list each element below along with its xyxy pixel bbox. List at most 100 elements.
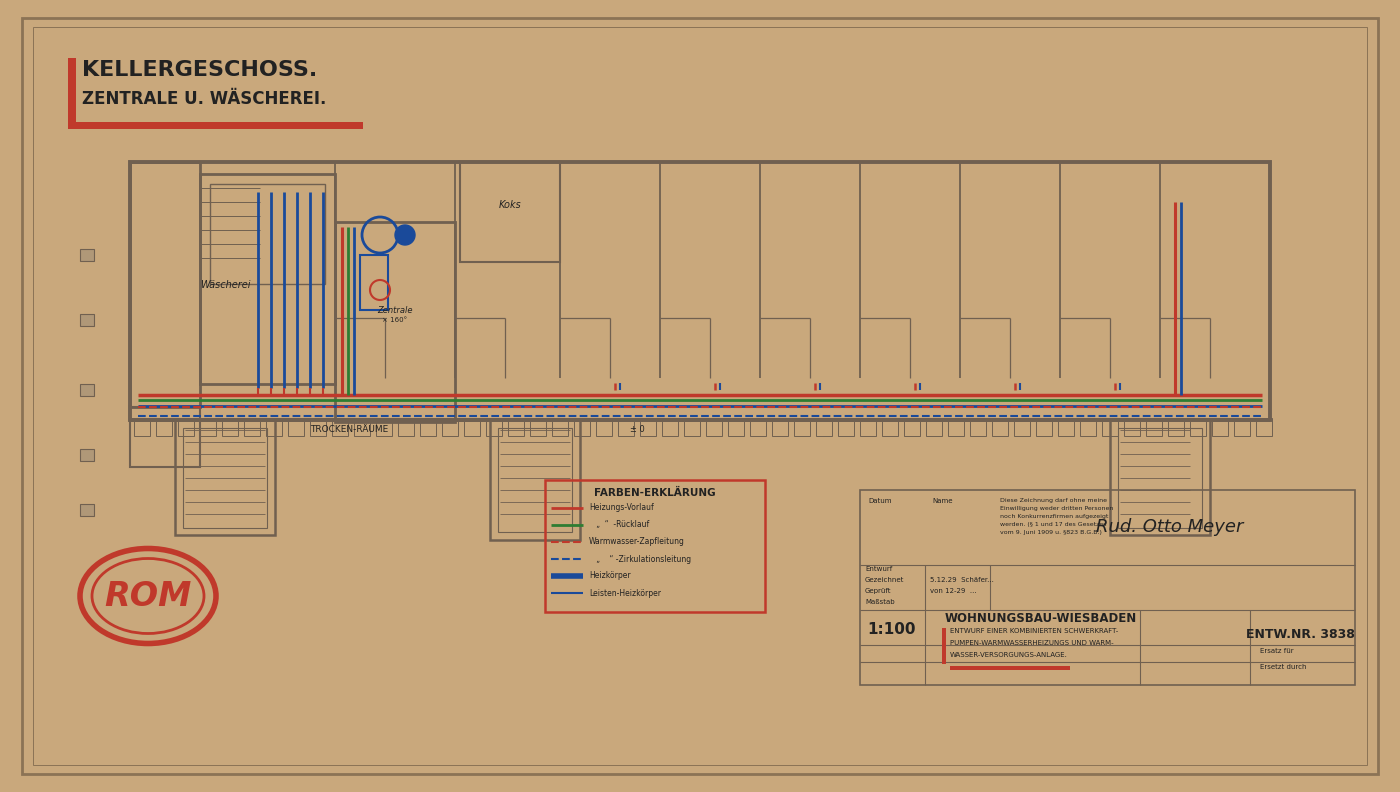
Bar bbox=[223, 418, 238, 436]
Bar bbox=[498, 428, 573, 532]
Bar bbox=[80, 249, 94, 261]
Text: „  “  -Rücklauf: „ “ -Rücklauf bbox=[589, 520, 650, 530]
Bar bbox=[398, 418, 414, 436]
Bar bbox=[244, 418, 260, 436]
Bar bbox=[266, 418, 281, 436]
Bar bbox=[1124, 418, 1140, 436]
Bar bbox=[69, 122, 363, 129]
Bar bbox=[1212, 418, 1228, 436]
Text: WASSER-VERSORGUNGS-ANLAGE.: WASSER-VERSORGUNGS-ANLAGE. bbox=[951, 652, 1068, 658]
Text: WOHNUNGSBAU-WIESBADEN: WOHNUNGSBAU-WIESBADEN bbox=[945, 612, 1137, 625]
Bar bbox=[335, 222, 455, 422]
Bar bbox=[860, 418, 876, 436]
Bar bbox=[531, 418, 546, 436]
Text: noch Konkurrenzfirmen aufgezeigt: noch Konkurrenzfirmen aufgezeigt bbox=[1000, 514, 1109, 519]
Bar bbox=[463, 418, 480, 436]
Bar bbox=[925, 418, 942, 436]
Bar bbox=[80, 384, 94, 396]
Text: Datum: Datum bbox=[868, 498, 892, 504]
Bar bbox=[332, 418, 349, 436]
Bar bbox=[816, 418, 832, 436]
Text: Heizkörper: Heizkörper bbox=[589, 572, 630, 581]
Text: TROCKEN-RÄUME: TROCKEN-RÄUME bbox=[309, 425, 388, 434]
Text: KELLERGESCHOSS.: KELLERGESCHOSS. bbox=[83, 60, 318, 80]
Bar bbox=[130, 162, 1270, 420]
Text: Maßstab: Maßstab bbox=[865, 599, 895, 605]
Bar bbox=[178, 418, 195, 436]
Text: ± 0: ± 0 bbox=[630, 425, 645, 434]
Bar bbox=[354, 418, 370, 436]
Bar bbox=[942, 628, 946, 664]
Bar bbox=[617, 418, 634, 436]
Bar bbox=[1079, 418, 1096, 436]
Bar bbox=[839, 418, 854, 436]
Bar bbox=[993, 418, 1008, 436]
Text: ENTW.NR. 3838: ENTW.NR. 3838 bbox=[1246, 629, 1354, 642]
Bar bbox=[706, 418, 722, 436]
Bar bbox=[175, 420, 274, 535]
Text: von 12-29  ...: von 12-29 ... bbox=[930, 588, 977, 594]
Bar bbox=[200, 418, 216, 436]
Text: 5.12.29  Schäfer...: 5.12.29 Schäfer... bbox=[930, 577, 994, 583]
Bar bbox=[377, 418, 392, 436]
Bar bbox=[948, 418, 965, 436]
Bar bbox=[69, 58, 76, 126]
Bar bbox=[662, 418, 678, 436]
Text: Gezeichnet: Gezeichnet bbox=[865, 577, 904, 583]
Bar bbox=[210, 184, 325, 284]
Text: Geprüft: Geprüft bbox=[865, 588, 892, 594]
Bar bbox=[1147, 418, 1162, 436]
Bar bbox=[545, 480, 764, 612]
Text: × 160°: × 160° bbox=[382, 317, 407, 323]
Bar bbox=[794, 418, 811, 436]
Text: Diese Zeichnung darf ohne meine: Diese Zeichnung darf ohne meine bbox=[1000, 498, 1107, 503]
Bar bbox=[1256, 418, 1273, 436]
Bar bbox=[134, 418, 150, 436]
Bar bbox=[596, 418, 612, 436]
Text: 1:100: 1:100 bbox=[868, 623, 916, 638]
Bar bbox=[420, 418, 435, 436]
Bar bbox=[130, 407, 200, 467]
Bar bbox=[951, 666, 1070, 670]
Bar bbox=[882, 418, 897, 436]
Circle shape bbox=[395, 225, 414, 245]
Bar bbox=[288, 418, 304, 436]
Bar bbox=[1014, 418, 1030, 436]
Bar bbox=[490, 420, 580, 540]
Bar bbox=[360, 255, 388, 310]
Text: Heizungs-Vorlauf: Heizungs-Vorlauf bbox=[589, 504, 654, 512]
Text: ENTWURF EINER KOMBINIERTEN SCHWERKRAFT-: ENTWURF EINER KOMBINIERTEN SCHWERKRAFT- bbox=[951, 628, 1119, 634]
Text: Ersetzt durch: Ersetzt durch bbox=[1260, 664, 1306, 670]
Text: Leisten-Heizkörper: Leisten-Heizkörper bbox=[589, 588, 661, 597]
Text: ROM: ROM bbox=[105, 580, 192, 612]
Text: FARBEN-ERKLÄRUNG: FARBEN-ERKLÄRUNG bbox=[594, 488, 715, 498]
Bar bbox=[1036, 418, 1051, 436]
Bar bbox=[486, 418, 503, 436]
Bar bbox=[1168, 418, 1184, 436]
Bar bbox=[904, 418, 920, 436]
Bar bbox=[80, 449, 94, 461]
Bar bbox=[860, 490, 1355, 685]
Bar bbox=[970, 418, 986, 436]
Bar bbox=[1119, 428, 1203, 528]
Text: Wäscherei: Wäscherei bbox=[200, 280, 251, 290]
Bar bbox=[442, 418, 458, 436]
Bar bbox=[771, 418, 788, 436]
Bar bbox=[574, 418, 589, 436]
Text: Koks: Koks bbox=[498, 200, 521, 210]
Bar bbox=[155, 418, 172, 436]
Text: Rud. Otto Meyer: Rud. Otto Meyer bbox=[1096, 518, 1243, 536]
Text: Einwilligung weder dritten Personen: Einwilligung weder dritten Personen bbox=[1000, 506, 1113, 511]
Bar bbox=[80, 314, 94, 326]
Bar bbox=[1058, 418, 1074, 436]
Text: Zentrale: Zentrale bbox=[377, 306, 413, 314]
Text: werden. (§ 1 und 17 des Gesetzes: werden. (§ 1 und 17 des Gesetzes bbox=[1000, 522, 1106, 527]
Bar bbox=[1110, 420, 1210, 535]
Bar bbox=[552, 418, 568, 436]
Bar bbox=[1233, 418, 1250, 436]
Text: vom 9. Juni 1909 u. §823 B.G.B.): vom 9. Juni 1909 u. §823 B.G.B.) bbox=[1000, 530, 1102, 535]
Bar bbox=[640, 418, 657, 436]
Bar bbox=[508, 418, 524, 436]
Bar bbox=[183, 428, 267, 528]
Text: Ersatz für: Ersatz für bbox=[1260, 648, 1294, 654]
